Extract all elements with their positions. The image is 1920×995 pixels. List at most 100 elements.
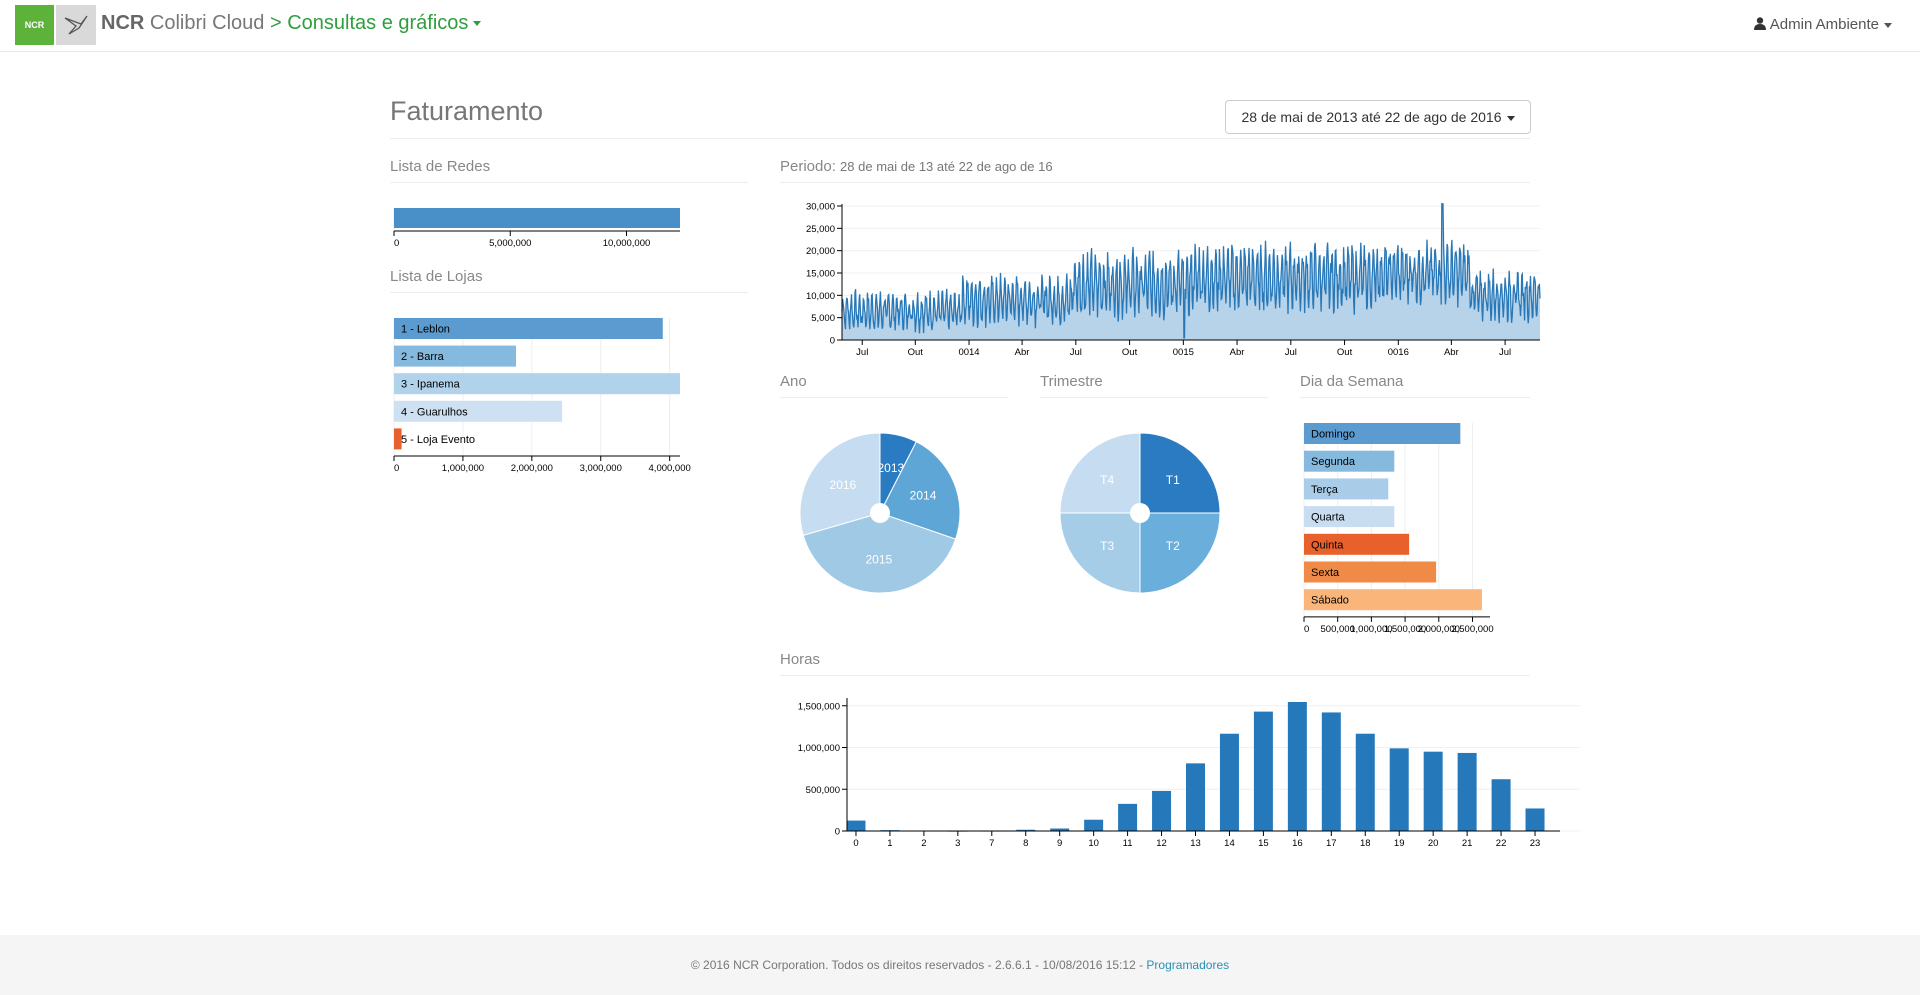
x-tick-label: 10 <box>1088 838 1099 849</box>
lojas-chart: 1 - Leblon 2 - Barra 3 - Ipanema 4 - Guarul… <box>393 318 691 474</box>
date-range-picker[interactable]: 28 de mai de 2013 até 22 de ago de 2016 <box>1225 100 1531 134</box>
x-tick-label: 1 <box>887 838 892 849</box>
bar-label: Segunda <box>1311 456 1356 468</box>
bar <box>1389 748 1409 831</box>
bar <box>1304 561 1437 583</box>
x-tick-label: 11 <box>1123 838 1133 849</box>
slice-label: T4 <box>1100 473 1114 487</box>
x-tick-label: 13 <box>1190 838 1201 849</box>
x-tick-label: Jul <box>1285 347 1297 358</box>
tick-label: 0 <box>394 463 399 474</box>
tick-label: 2,000,000 <box>1418 624 1460 635</box>
tick-label: 3,000,000 <box>580 463 622 474</box>
slice-label: T2 <box>1166 539 1180 553</box>
pie-hole <box>1130 503 1150 523</box>
pie-slice <box>1139 512 1221 594</box>
x-tick-label: 0 <box>853 838 858 849</box>
trimestre-chart: T1 T2 T3 T4 <box>1059 432 1221 594</box>
slice-label: 2015 <box>865 552 892 566</box>
divider <box>390 182 748 183</box>
slice-label: 2016 <box>830 478 857 492</box>
bar <box>1253 711 1273 831</box>
bar <box>1321 712 1341 831</box>
user-icon <box>1754 17 1767 30</box>
x-tick-label: Out <box>1337 347 1353 358</box>
x-tick-label: 16 <box>1292 838 1303 849</box>
bar <box>1423 751 1443 831</box>
dia-semana-chart: Domingo Segunda Terça Quarta Quinta Sexta Sába… <box>1303 423 1494 635</box>
bar <box>1186 763 1205 831</box>
x-tick-label: 21 <box>1462 838 1473 849</box>
x-tick-label: Jul <box>856 347 868 358</box>
periodo-title: Periodo: 28 de mai de 13 até 22 de ago d… <box>780 158 1053 175</box>
x-tick-label: Jul <box>1070 347 1082 358</box>
bar <box>394 428 402 450</box>
bar <box>1016 829 1036 831</box>
x-tick-label: 17 <box>1326 838 1337 849</box>
x-tick-label: Jul <box>1499 347 1511 358</box>
slice-label: T1 <box>1166 473 1180 487</box>
ano-chart: 2013 2014 2015 2016 <box>799 432 961 594</box>
y-tick-label: 30,000 <box>806 202 835 213</box>
tick-label: 2,000,000 <box>511 463 553 474</box>
x-tick-label: Out <box>908 347 924 358</box>
bar-label: Sábado <box>1311 595 1349 607</box>
bar-label: Quinta <box>1311 539 1344 551</box>
page-title: Faturamento <box>390 96 544 126</box>
bar-label: Domingo <box>1311 429 1355 441</box>
divider <box>780 675 1530 676</box>
divider <box>390 292 748 293</box>
slice-label: 2014 <box>910 489 937 503</box>
redes-chart: 0 5,000,000 10,000,000 <box>393 208 680 249</box>
dia-semana-title: Dia da Semana <box>1300 373 1404 390</box>
breadcrumb-dropdown[interactable]: > Consultas e gráficos <box>270 12 482 34</box>
x-tick-label: Abr <box>1444 347 1459 358</box>
programadores-link[interactable]: Programadores <box>1146 958 1230 972</box>
bar-label: 2 - Barra <box>401 351 445 363</box>
tick-label: 1,000,000 <box>1350 624 1392 635</box>
tick-label: 5,000,000 <box>489 238 531 249</box>
x-tick-label: 14 <box>1224 838 1235 849</box>
tick-label: 10,000,000 <box>603 238 651 249</box>
bar <box>1457 752 1477 831</box>
pie-hole <box>870 503 890 523</box>
tick-label: 0 <box>1304 624 1309 635</box>
x-tick-label: 3 <box>955 838 960 849</box>
footer: © 2016 NCR Corporation. Todos os direito… <box>0 935 1920 995</box>
chevron-down-icon <box>1506 115 1515 121</box>
brand-title[interactable]: NCR Colibri Cloud > Consultas e gráficos <box>101 12 482 35</box>
y-tick-label: 20,000 <box>806 246 835 257</box>
horas-title: Horas <box>780 651 821 668</box>
y-tick-label: 0 <box>835 827 840 838</box>
colibri-bird-logo[interactable] <box>56 5 96 45</box>
tick-label: 1,500,000 <box>1384 624 1426 635</box>
pie-slice <box>1059 432 1141 514</box>
divider <box>780 182 1530 183</box>
bar <box>1355 733 1375 831</box>
user-menu[interactable]: Admin Ambiente <box>1754 16 1892 33</box>
y-tick-label: 1,000,000 <box>798 743 840 754</box>
bar <box>1304 478 1389 500</box>
x-tick-label: 19 <box>1394 838 1405 849</box>
bar <box>394 400 563 422</box>
bar-label: 1 - Leblon <box>401 324 450 336</box>
chevron-down-icon <box>473 21 482 27</box>
x-tick-label: 7 <box>989 838 994 849</box>
x-tick-label: 20 <box>1428 838 1439 849</box>
bar <box>1525 808 1545 831</box>
y-tick-label: 5,000 <box>811 313 835 324</box>
bar-label: Terça <box>1311 484 1339 496</box>
ncr-logo[interactable]: NCR <box>15 5 54 45</box>
y-tick-label: 25,000 <box>806 224 835 235</box>
x-tick-label: 0014 <box>958 347 979 358</box>
tick-label: 4,000,000 <box>649 463 691 474</box>
x-tick-label: 15 <box>1258 838 1269 849</box>
y-tick-label: 15,000 <box>806 269 835 280</box>
bar <box>1287 702 1307 831</box>
ano-title: Ano <box>780 373 807 390</box>
y-tick-label: 10,000 <box>806 291 835 302</box>
tick-label: 0 <box>394 238 399 249</box>
bar-label: Quarta <box>1311 512 1346 524</box>
x-tick-label: Abr <box>1015 347 1030 358</box>
